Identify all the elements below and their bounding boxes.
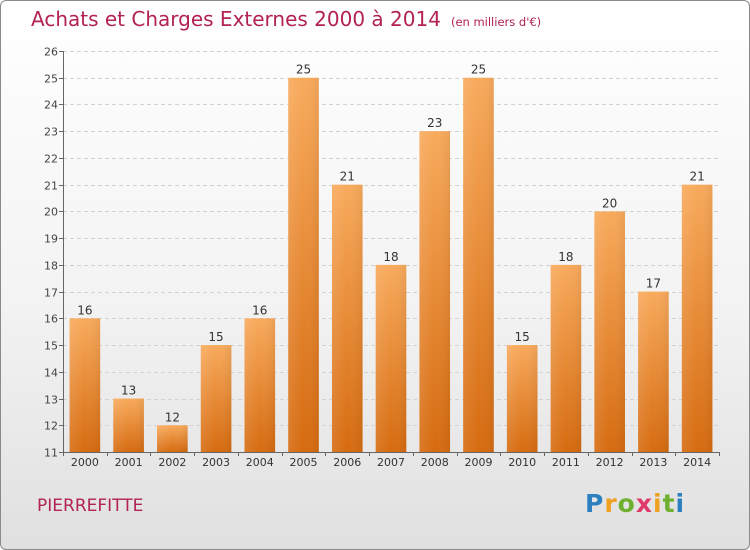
x-tick-label: 2003 [202,456,230,469]
bar-shine [550,264,582,452]
data-label: 23 [427,116,442,130]
x-tick-label: 2010 [508,456,536,469]
bar-shine [200,345,232,452]
x-tick-label: 2013 [639,456,667,469]
x-tick-label: 2002 [158,456,186,469]
bar-shine [463,77,494,452]
y-tick-label: 11 [44,447,58,460]
x-tick-label: 2000 [71,456,99,469]
bar-shine [69,318,101,452]
y-axis: 11 12 13 14 15 16 17 18 19 20 21 22 23 24 25 26 [44,46,64,460]
x-tick-label: 2004 [246,456,274,469]
bars: 16 13 12 15 16 25 21 18 23 25 15 18 20 17 21 [69,63,713,452]
data-label: 16 [252,303,267,317]
y-tick-label: 16 [44,313,58,326]
data-label: 25 [471,63,486,77]
y-tick-label: 14 [44,367,58,380]
x-tick-label: 2001 [115,456,143,469]
y-tick-label: 22 [44,153,58,166]
chart-title-block: Achats et Charges Externes 2000 à 2014 (e… [31,7,541,31]
x-tick-label: 2007 [377,456,405,469]
x-tick-label: 2006 [333,456,361,469]
bar-shine [244,318,276,452]
y-tick-label: 23 [44,126,58,139]
proxiti-logo[interactable]: Proxiti [585,489,686,518]
data-label: 25 [296,63,311,77]
data-label: 18 [558,250,573,264]
bar-shine [375,264,407,452]
y-tick-label: 13 [44,394,58,407]
y-tick-label: 26 [44,46,58,59]
y-tick-label: 18 [44,260,58,273]
data-label: 17 [646,277,661,291]
x-tick-label: 2008 [421,456,449,469]
x-tick-label: 2012 [596,456,624,469]
y-tick-label: 17 [44,287,58,300]
y-tick-label: 24 [44,99,58,112]
bar-shine [419,131,451,452]
x-tick-label: 2011 [552,456,580,469]
chart-title: Achats et Charges Externes 2000 à 2014 [31,7,441,31]
y-tick-label: 20 [44,206,58,219]
data-label: 16 [77,303,92,317]
y-tick-label: 12 [44,420,58,433]
bar-shine [157,425,188,452]
data-label: 15 [515,330,530,344]
data-label: 20 [602,196,617,210]
bar-shine [681,184,713,452]
x-tick-label: 2009 [464,456,492,469]
y-tick-label: 21 [44,180,58,193]
bar-shine [113,398,144,452]
data-label: 13 [121,384,136,398]
data-label: 12 [165,410,180,424]
y-tick-label: 19 [44,233,58,246]
y-tick-label: 25 [44,73,58,86]
bar-shine [331,184,363,452]
x-tick-label: 2005 [290,456,318,469]
bar-shine [594,211,625,452]
data-label: 21 [340,170,355,184]
x-tick-label: 2014 [683,456,711,469]
bar-shine [288,77,319,452]
x-axis: 2000 2001 2002 2003 2004 2005 2006 2007 2008 2009… [63,452,720,469]
y-tick-label: 15 [44,340,58,353]
data-label: 21 [689,170,704,184]
chart-subtitle: (en milliers d'€) [450,15,542,29]
bar-shine [506,345,538,452]
city-name: PIERREFITTE [37,496,144,516]
data-label: 15 [208,330,223,344]
bar-shine [638,291,669,452]
data-label: 18 [383,250,398,264]
